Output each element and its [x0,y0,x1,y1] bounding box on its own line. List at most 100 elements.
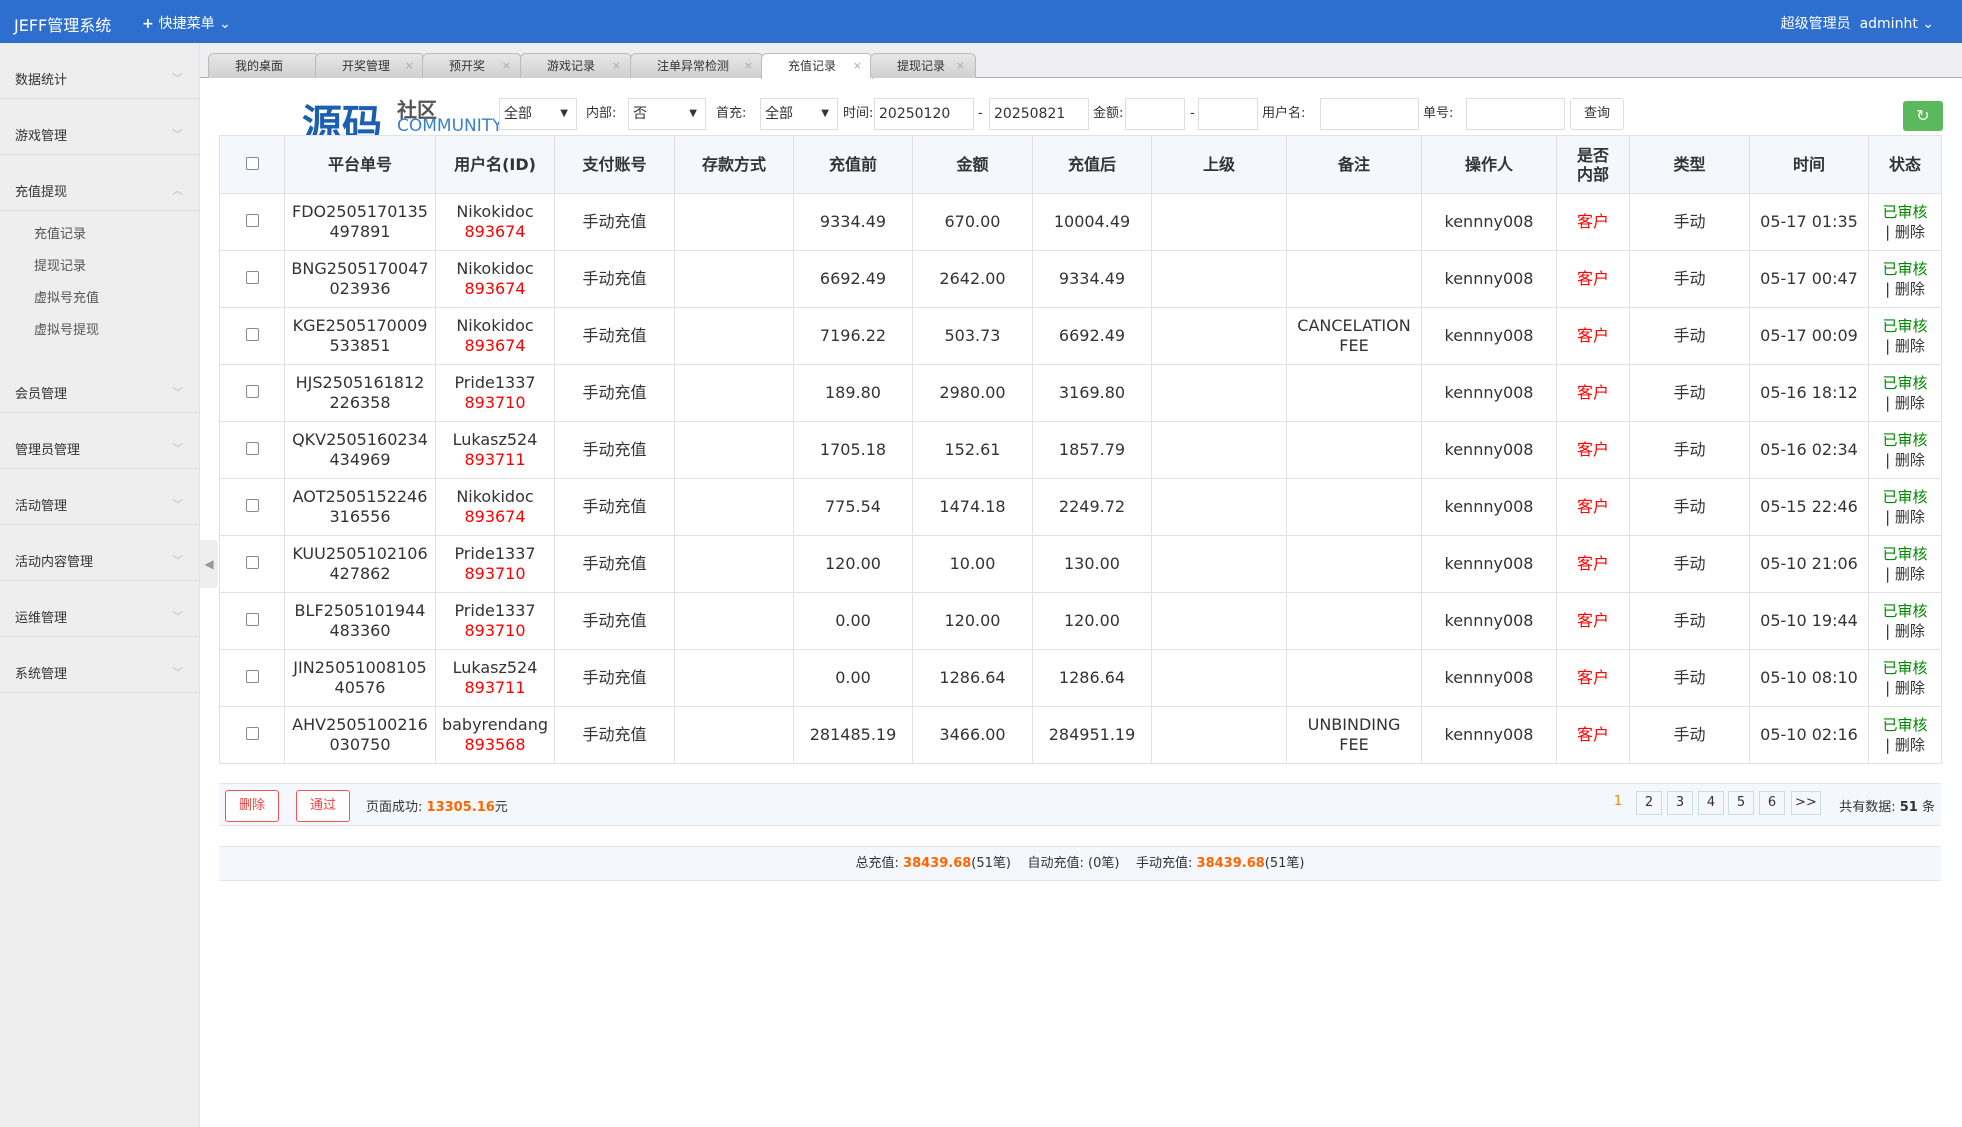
row-checkbox[interactable] [245,670,259,683]
sidebar-subitem[interactable]: 虚拟号充值 [34,291,100,306]
delete-action[interactable]: | 删除 [1869,336,1941,356]
select-all-checkbox[interactable] [245,157,259,170]
internal-select[interactable]: 否 ▼ [628,98,706,130]
column-header: 金额 [912,135,1033,194]
row-checkbox[interactable] [245,499,259,512]
row-checkbox[interactable] [245,442,259,455]
sidebar-item[interactable]: 会员管理 ﹀ [0,357,199,413]
sidebar-item[interactable]: 活动内容管理 ﹀ [0,525,199,581]
amount-max-input[interactable] [1198,98,1258,130]
manual-recharge-count: (51笔) [1264,856,1305,871]
quick-menu[interactable]: + 快捷菜单 ⌄ [142,13,231,33]
delete-action[interactable]: | 删除 [1869,393,1941,413]
delete-link[interactable]: 删除 [1894,565,1925,583]
refresh-button[interactable]: ↻ [1903,101,1943,131]
user-menu[interactable]: 超级管理员 adminht ⌄ [1781,13,1934,33]
sidebar-item[interactable]: 运维管理 ﹀ [0,581,199,637]
parent-cell [1151,364,1287,422]
delete-link[interactable]: 删除 [1894,679,1925,697]
tab[interactable]: 游戏记录 × [520,53,632,78]
page-button[interactable]: 5 [1728,791,1754,815]
order-input[interactable] [1466,98,1565,130]
delete-action[interactable]: | 删除 [1869,564,1941,584]
delete-link[interactable]: 删除 [1894,394,1925,412]
delete-link[interactable]: 删除 [1894,508,1925,526]
user-id[interactable]: 893711 [464,450,526,469]
page-button[interactable]: 4 [1698,791,1724,815]
query-button[interactable]: 查询 [1570,98,1624,130]
delete-link[interactable]: 删除 [1894,736,1925,754]
row-checkbox[interactable] [245,556,259,569]
user-role: 超级管理员 [1780,16,1851,32]
username-input[interactable] [1320,98,1419,130]
type-cell: 手动 [1629,478,1750,536]
user-id[interactable]: 893674 [464,222,526,241]
delete-action[interactable]: | 删除 [1869,222,1941,242]
tab[interactable]: 提现记录 × [870,53,976,78]
row-checkbox[interactable] [245,271,259,284]
sidebar-item[interactable]: 充值提现 ︿ [0,155,199,211]
tab[interactable]: 开奖管理 × [315,53,425,78]
sidebar-item[interactable]: 系统管理 ﹀ [0,637,199,693]
sidebar-item[interactable]: 数据统计 ﹀ [0,43,199,99]
sidebar-item[interactable]: 管理员管理 ﹀ [0,413,199,469]
row-checkbox[interactable] [245,214,259,227]
tab[interactable]: 预开奖 × [422,53,522,78]
close-icon[interactable]: × [501,59,511,72]
page-button[interactable]: 3 [1667,791,1693,815]
delete-action[interactable]: | 删除 [1869,279,1941,299]
page-button[interactable]: 2 [1636,791,1662,815]
page-button[interactable]: 1 [1613,794,1623,809]
delete-link[interactable]: 删除 [1894,622,1925,640]
page-button[interactable]: >> [1791,791,1821,815]
tab[interactable]: 充值记录 × [761,53,873,79]
row-checkbox[interactable] [245,613,259,626]
row-checkbox[interactable] [245,727,259,740]
user-id[interactable]: 893674 [464,336,526,355]
delete-link[interactable]: 删除 [1894,337,1925,355]
sidebar-subitem[interactable]: 提现记录 [34,259,87,274]
first-charge-select[interactable]: 全部 ▼ [760,98,838,130]
batch-delete-button[interactable]: 删除 [225,790,279,822]
sidebar-item[interactable]: 游戏管理 ﹀ [0,99,199,155]
batch-approve-button[interactable]: 通过 [296,790,350,822]
user-id[interactable]: 893674 [464,507,526,526]
amount-min-input[interactable] [1125,98,1185,130]
row-checkbox[interactable] [245,385,259,398]
delete-action[interactable]: | 删除 [1869,678,1941,698]
date-from-input[interactable]: 20250120 [874,98,974,130]
close-icon[interactable]: × [743,59,753,72]
close-icon[interactable]: × [611,59,621,72]
tab[interactable]: 我的桌面 [208,53,320,78]
close-icon[interactable]: × [404,59,414,72]
page-button[interactable]: 6 [1759,791,1785,815]
delete-link[interactable]: 删除 [1894,223,1925,241]
status-badge: 已审核 [1882,431,1928,449]
close-icon[interactable]: × [955,59,965,72]
sidebar-subitem[interactable]: 充值记录 [34,227,87,242]
user-id[interactable]: 893710 [464,621,526,640]
delete-action[interactable]: | 删除 [1869,735,1941,755]
table-footer: 删除 通过 页面成功: 13305.16元 1 2 3 4 5 6 >> 共有数据: 51 … [219,783,1941,826]
delete-action[interactable]: | 删除 [1869,450,1941,470]
user-id[interactable]: 893710 [464,564,526,583]
sidebar-item[interactable]: 活动管理 ﹀ [0,469,199,525]
before-cell: 0.00 [793,649,913,707]
date-to-input[interactable]: 20250821 [989,98,1089,130]
user-id[interactable]: 893711 [464,678,526,697]
sidebar-subitem[interactable]: 虚拟号提现 [34,323,100,338]
collapse-sidebar-icon[interactable]: ◀ [200,540,218,588]
tab[interactable]: 注单异常检测 × [630,53,764,78]
close-icon[interactable]: × [852,59,862,72]
delete-action[interactable]: | 删除 [1869,621,1941,641]
user-id[interactable]: 893710 [464,393,526,412]
delete-link[interactable]: 删除 [1894,451,1925,469]
type-select[interactable]: 全部 ▼ [499,98,577,130]
user-id[interactable]: 893674 [464,279,526,298]
delete-action[interactable]: | 删除 [1869,507,1941,527]
row-checkbox[interactable] [245,328,259,341]
delete-link[interactable]: 删除 [1894,280,1925,298]
user-id[interactable]: 893568 [464,735,526,754]
pay-cell: 手动充值 [554,307,675,365]
parent-cell [1151,250,1287,308]
